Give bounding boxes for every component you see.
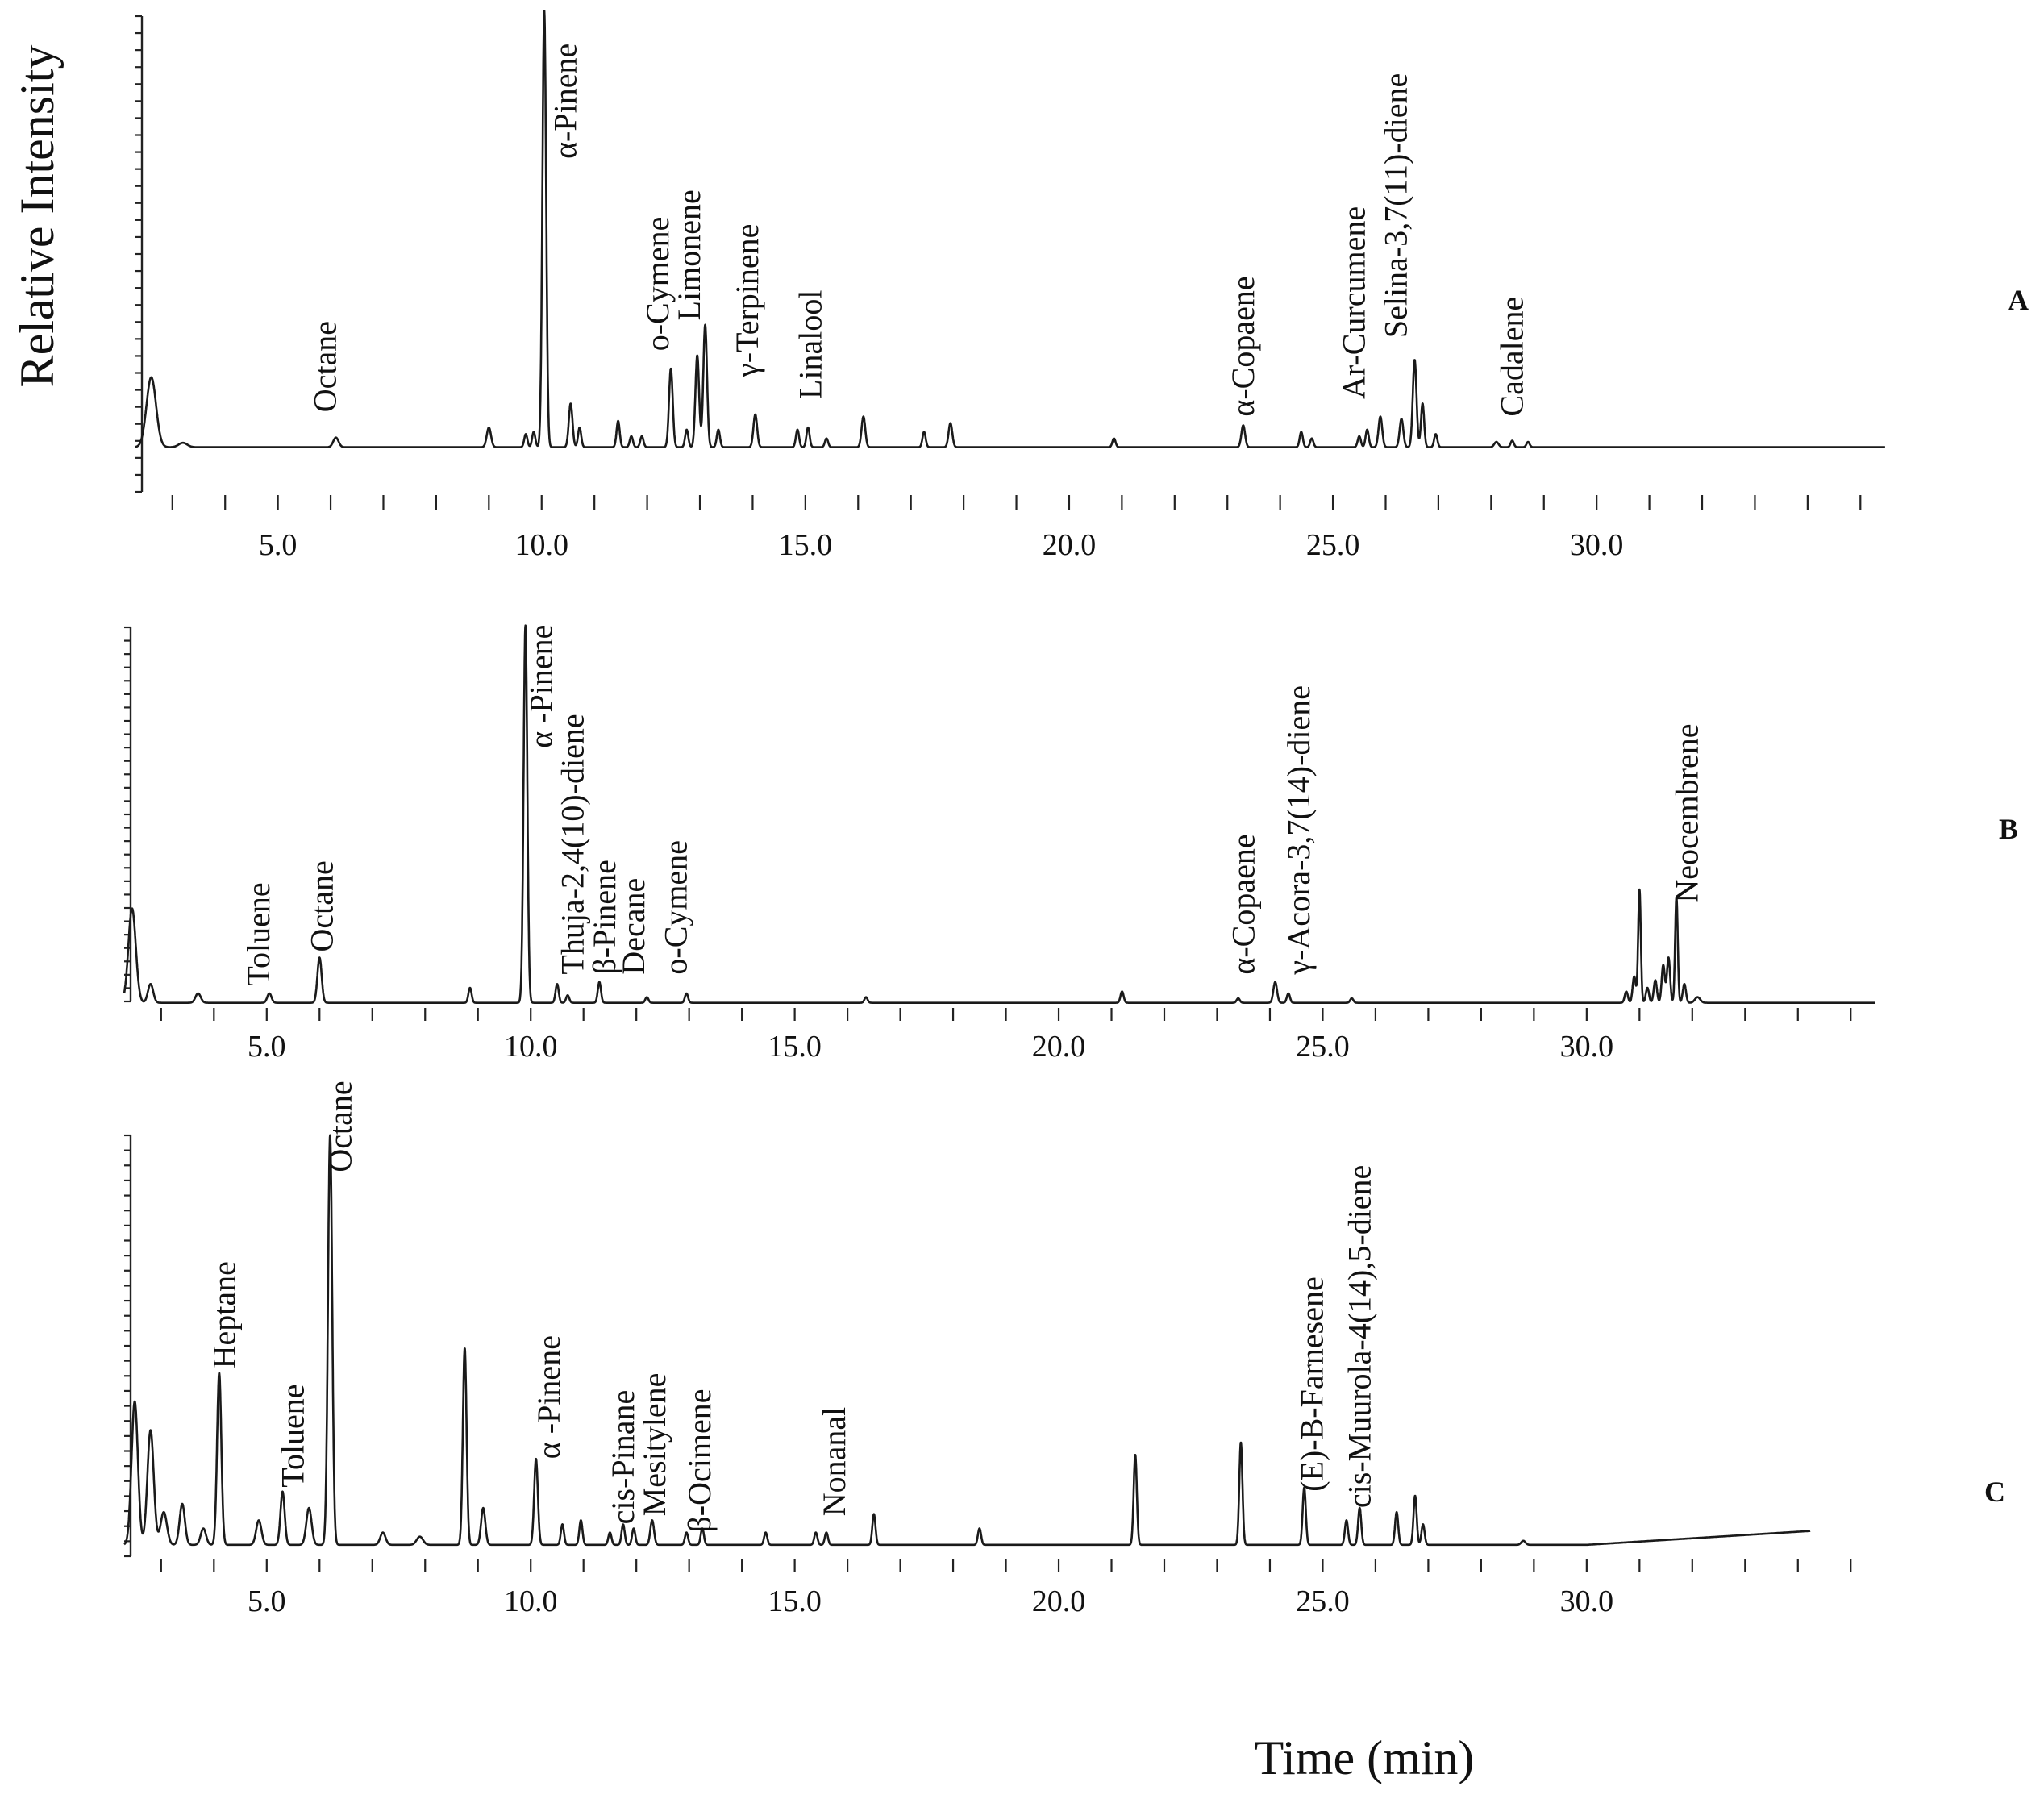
panel-letter: B (1999, 813, 2018, 845)
peak-label: Decane (615, 878, 651, 975)
x-tick-label: 10.0 (504, 1030, 558, 1064)
y-axis-title: Relative Intensity (10, 45, 64, 388)
x-tick-label: 30.0 (1560, 1584, 1614, 1618)
x-tick-label: 5.0 (259, 528, 298, 562)
x-tick-label: 20.0 (1043, 528, 1097, 562)
x-tick-label: 15.0 (768, 1584, 822, 1618)
peak-label: Octane (304, 860, 340, 951)
peak-label: o-Cymene (657, 840, 693, 975)
panel-a: 5.0 10.0 15.0 20.0 25.0 30.0 Octane α-Pinene o-C… (135, 10, 2029, 562)
peak-label: o-Cymene (639, 217, 676, 352)
peak-label: Toluene (240, 882, 277, 985)
panel-letter: A (2008, 284, 2029, 316)
x-tick-label: 5.0 (248, 1584, 286, 1618)
peak-label: cis-Pinane (605, 1390, 641, 1525)
x-tick-label: 15.0 (779, 528, 833, 562)
peak-label: Heptane (206, 1261, 243, 1368)
peak-label: Mesitylene (636, 1373, 672, 1517)
chromatogram-trace (123, 1134, 1811, 1547)
x-axis-title: Time (min) (1255, 1731, 1475, 1784)
peak-label: Linalool (793, 289, 829, 399)
chromatogram-trace (135, 10, 1886, 448)
panel-b: 5.0 10.0 15.0 20.0 25.0 30.0 Toluene Octane α -P… (123, 624, 2018, 1064)
peak-label: α-Copaene (1225, 834, 1261, 974)
x-tick-label: 5.0 (248, 1030, 286, 1064)
x-axis-ticks (171, 495, 1862, 510)
panel-letter: C (1984, 1476, 2005, 1508)
x-axis-ticks (160, 1559, 1852, 1572)
x-tick-label: 25.0 (1296, 1584, 1350, 1618)
panel-c: 5.0 10.0 15.0 20.0 25.0 30.0 Heptane Toluene Oct… (123, 1081, 2005, 1618)
peak-label: cis-Muurola-4(14),5-diene (1341, 1165, 1377, 1508)
x-axis-ticks (160, 1008, 1852, 1021)
peak-label: Ar-Curcumene (1335, 206, 1372, 399)
x-tick-label: 30.0 (1570, 528, 1624, 562)
peak-label: Toluene (275, 1384, 311, 1487)
peak-label: Octane (307, 321, 343, 412)
peak-label: α -Pinene (531, 1335, 567, 1459)
peak-label: α-Copaene (1225, 276, 1261, 416)
peak-label: Nonanal (816, 1407, 852, 1517)
y-axis-ticks (124, 1134, 131, 1558)
x-tick-label: 25.0 (1306, 528, 1360, 562)
peak-label: α -Pinene (522, 625, 559, 748)
peak-label: Selina-3,7(11)-diene (1378, 73, 1414, 338)
y-axis-ticks (124, 626, 131, 1003)
x-tick-label: 25.0 (1296, 1030, 1350, 1064)
peak-label: Neocembrene (1668, 724, 1705, 903)
x-tick-label: 30.0 (1560, 1030, 1614, 1064)
chromatogram-trace (123, 624, 1876, 1004)
peak-label: γ-Terpinene (729, 224, 765, 378)
x-tick-label: 15.0 (768, 1030, 822, 1064)
peak-label: Limonene (671, 189, 707, 320)
peak-label: Thuja-2,4(10)-diene (555, 714, 591, 974)
y-axis-ticks (135, 15, 142, 493)
peak-label: Octane (323, 1081, 359, 1172)
peak-label: Cadalene (1494, 297, 1530, 417)
x-tick-label: 10.0 (504, 1584, 558, 1618)
peak-label: β-Ocimene (681, 1389, 718, 1533)
peak-label: γ-Acora-3,7(14)-diene (1280, 685, 1317, 976)
peak-label: (E)-B-Farnesene (1293, 1276, 1330, 1492)
x-tick-label: 10.0 (514, 528, 568, 562)
x-tick-label: 20.0 (1032, 1584, 1086, 1618)
peak-label: β-Pinene (586, 860, 622, 975)
chromatogram-panels: 5.0 10.0 15.0 20.0 25.0 30.0 Octane α-Pinene o-C… (123, 10, 2029, 1618)
x-tick-label: 20.0 (1032, 1030, 1086, 1064)
peak-label: α-Pinene (547, 44, 583, 159)
